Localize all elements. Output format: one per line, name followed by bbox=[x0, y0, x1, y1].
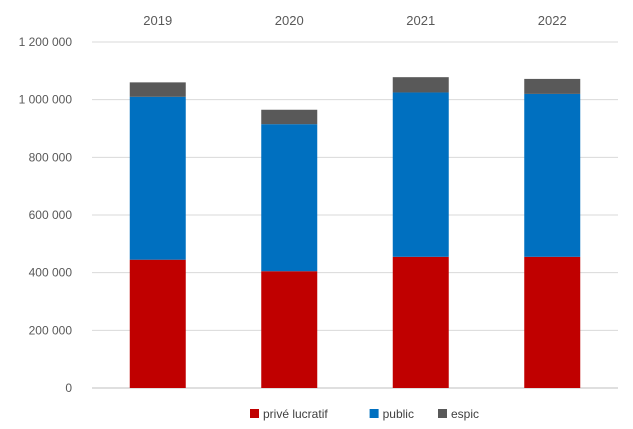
category-label: 2021 bbox=[406, 13, 435, 28]
bar-espic-2021 bbox=[392, 77, 449, 93]
y-tick-label: 400 000 bbox=[29, 266, 73, 280]
y-axis-ticks: 0 200 000 400 000 600 000 800 000 1 000 000 1 … bbox=[19, 35, 73, 395]
bar-public-2019 bbox=[129, 96, 186, 260]
legend-swatch bbox=[369, 409, 379, 418]
bar-privé-lucratif-2020 bbox=[261, 271, 318, 388]
category-label: 2020 bbox=[275, 13, 304, 28]
bar-privé-lucratif-2021 bbox=[392, 256, 449, 388]
legend-swatch bbox=[438, 409, 447, 418]
category-labels: 2019 2020 2021 2022 bbox=[143, 13, 566, 28]
legend: privé lucratif public espic bbox=[250, 407, 479, 421]
bar-privé-lucratif-2019 bbox=[129, 259, 186, 388]
bar-espic-2022 bbox=[524, 78, 581, 94]
bar-espic-2020 bbox=[261, 109, 318, 125]
bar-espic-2019 bbox=[129, 82, 186, 97]
y-tick-label: 600 000 bbox=[29, 208, 73, 222]
legend-swatch bbox=[250, 409, 259, 418]
legend-label: privé lucratif bbox=[263, 407, 328, 421]
y-tick-label: 1 000 000 bbox=[19, 93, 73, 107]
y-tick-label: 1 200 000 bbox=[19, 35, 73, 49]
bar-privé-lucratif-2022 bbox=[524, 256, 581, 388]
y-tick-label: 800 000 bbox=[29, 150, 73, 164]
category-label: 2019 bbox=[143, 13, 172, 28]
legend-label: espic bbox=[451, 407, 479, 421]
y-tick-label: 200 000 bbox=[29, 323, 73, 337]
category-label: 2022 bbox=[538, 13, 567, 28]
bar-public-2021 bbox=[392, 92, 449, 257]
legend-label: public bbox=[383, 407, 414, 421]
bars bbox=[129, 77, 581, 388]
y-tick-label: 0 bbox=[65, 381, 72, 395]
bar-public-2022 bbox=[524, 93, 581, 257]
bar-public-2020 bbox=[261, 124, 318, 272]
